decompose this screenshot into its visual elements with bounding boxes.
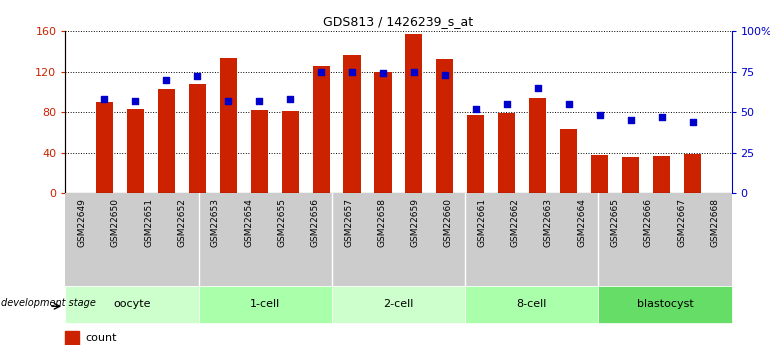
- Text: 1-cell: 1-cell: [250, 299, 280, 309]
- Point: [129, 98, 142, 104]
- Bar: [250, 110, 268, 193]
- Bar: [406, 34, 423, 193]
- Bar: [598, 286, 731, 323]
- Bar: [622, 157, 639, 193]
- Point: [160, 77, 172, 82]
- Bar: [465, 286, 598, 323]
- Bar: [498, 113, 515, 193]
- Point: [98, 96, 110, 102]
- Point: [408, 69, 420, 74]
- Bar: [343, 55, 360, 193]
- Text: GSM22660: GSM22660: [444, 198, 453, 247]
- Point: [655, 114, 668, 120]
- Point: [315, 69, 327, 74]
- Point: [346, 69, 358, 74]
- Text: GSM22663: GSM22663: [544, 198, 553, 247]
- Point: [284, 96, 296, 102]
- Point: [470, 106, 482, 112]
- Text: GSM22664: GSM22664: [578, 198, 586, 247]
- Point: [500, 101, 513, 107]
- Text: count: count: [85, 333, 117, 343]
- Text: GSM22661: GSM22661: [477, 198, 486, 247]
- Text: GSM22665: GSM22665: [611, 198, 619, 247]
- Text: GSM22659: GSM22659: [410, 198, 420, 247]
- Point: [253, 98, 265, 104]
- Bar: [158, 89, 175, 193]
- Point: [624, 117, 637, 123]
- Bar: [467, 115, 484, 193]
- Text: GSM22666: GSM22666: [644, 198, 653, 247]
- Bar: [374, 71, 391, 193]
- Bar: [313, 66, 330, 193]
- Text: 2-cell: 2-cell: [383, 299, 413, 309]
- Bar: [189, 84, 206, 193]
- Title: GDS813 / 1426239_s_at: GDS813 / 1426239_s_at: [323, 16, 474, 29]
- Text: GSM22658: GSM22658: [377, 198, 387, 247]
- Text: development stage: development stage: [2, 298, 96, 308]
- Text: GSM22649: GSM22649: [78, 198, 86, 247]
- Bar: [437, 59, 454, 193]
- Point: [439, 72, 451, 78]
- Bar: [685, 154, 701, 193]
- Bar: [127, 109, 144, 193]
- Bar: [561, 129, 578, 193]
- Text: GSM22668: GSM22668: [711, 198, 719, 247]
- Point: [222, 98, 234, 104]
- Bar: [199, 286, 332, 323]
- Point: [191, 74, 203, 79]
- Text: 8-cell: 8-cell: [517, 299, 547, 309]
- Text: GSM22657: GSM22657: [344, 198, 353, 247]
- Text: GSM22654: GSM22654: [244, 198, 253, 247]
- Bar: [591, 155, 608, 193]
- Text: GSM22651: GSM22651: [144, 198, 153, 247]
- Text: blastocyst: blastocyst: [637, 299, 693, 309]
- Bar: [529, 98, 547, 193]
- Text: GSM22653: GSM22653: [211, 198, 219, 247]
- Bar: [65, 332, 79, 345]
- Text: GSM22650: GSM22650: [111, 198, 120, 247]
- Text: GSM22667: GSM22667: [677, 198, 686, 247]
- Bar: [65, 286, 199, 323]
- Point: [563, 101, 575, 107]
- Bar: [332, 286, 465, 323]
- Text: GSM22662: GSM22662: [511, 198, 520, 247]
- Bar: [219, 58, 236, 193]
- Text: oocyte: oocyte: [113, 299, 151, 309]
- Bar: [653, 156, 670, 193]
- Text: GSM22652: GSM22652: [178, 198, 186, 247]
- Bar: [95, 102, 112, 193]
- Point: [594, 112, 606, 118]
- Point: [532, 85, 544, 91]
- Point: [687, 119, 699, 125]
- Text: GSM22656: GSM22656: [311, 198, 320, 247]
- Text: GSM22655: GSM22655: [277, 198, 286, 247]
- Point: [377, 70, 389, 76]
- Bar: [282, 111, 299, 193]
